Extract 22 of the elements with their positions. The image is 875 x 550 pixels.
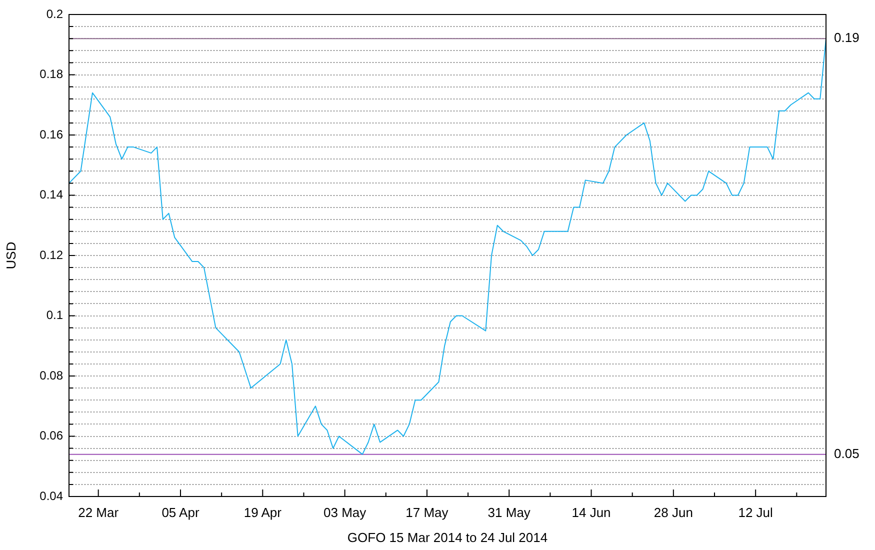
x-tick-label: 14 Jun [572, 504, 611, 520]
x-axis-title: GOFO 15 Mar 2014 to 24 Jul 2014 [347, 530, 548, 545]
x-tick-label: 05 Apr [162, 504, 200, 520]
y-tick-label: 0.04 [40, 488, 64, 503]
y-tick-label: 0.1 [46, 308, 64, 322]
x-tick-label: 19 Apr [244, 504, 282, 520]
y-axis-title: USD [3, 242, 18, 270]
x-tick-label: 03 May [323, 504, 367, 520]
ref-line-label: 0.19 [834, 30, 860, 46]
x-tick-label: 22 Mar [78, 504, 120, 520]
y-tick-label: 0.06 [40, 428, 64, 443]
y-tick-label: 0.08 [40, 368, 64, 382]
y-tick-label: 0.12 [40, 248, 64, 262]
x-tick-label: 17 May [406, 504, 449, 520]
y-tick-label: 0.14 [40, 188, 64, 202]
x-tick-label: 28 Jun [654, 504, 693, 520]
y-tick-label: 0.18 [40, 67, 64, 82]
ref-line-label: 0.05 [834, 446, 860, 461]
x-tick-label: 12 Jul [738, 504, 774, 520]
y-tick-label: 0.16 [40, 127, 64, 142]
y-tick-label: 0.2 [46, 6, 64, 21]
x-tick-label: 31 May [488, 504, 531, 520]
